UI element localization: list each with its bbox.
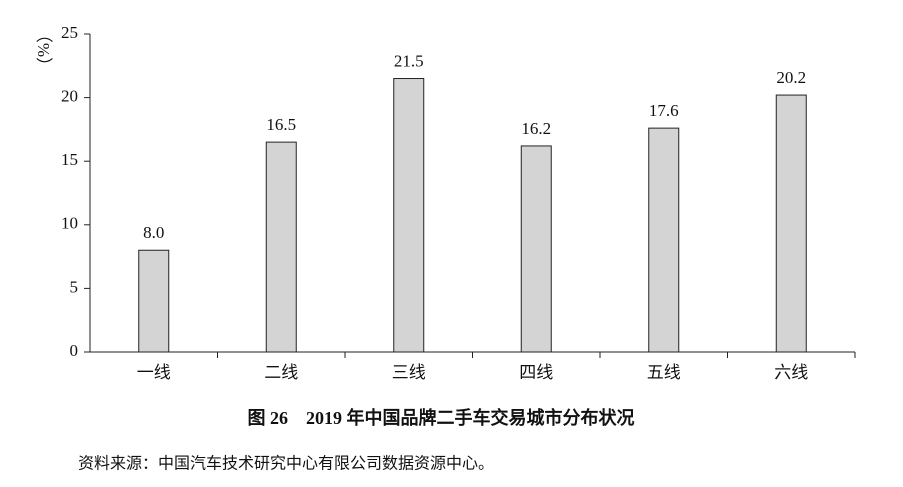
bar: [138, 249, 170, 353]
y-tick-label: 10: [61, 214, 78, 233]
x-tick-label: 二线: [264, 363, 298, 382]
x-tick-label: 六线: [774, 363, 808, 382]
y-tick-label: 0: [70, 341, 79, 360]
y-tick-label: 20: [61, 87, 78, 106]
y-tick-label: 15: [61, 150, 78, 169]
y-tick-label: 5: [70, 277, 79, 296]
bar: [393, 78, 425, 353]
bar: [265, 141, 297, 353]
source-note: 资料来源：中国汽车技术研究中心有限公司数据资源中心。: [78, 455, 494, 473]
y-tick-label: 25: [61, 23, 78, 42]
x-tick-label: 四线: [519, 363, 553, 382]
value-label: 16.5: [266, 115, 296, 134]
bar: [520, 145, 552, 353]
x-tick-label: 一线: [137, 363, 171, 382]
bar: [775, 94, 807, 353]
value-label: 20.2: [776, 68, 806, 87]
x-tick-label: 三线: [392, 363, 426, 382]
chart-title: 图 26 2019 年中国品牌二手车交易城市分布状况: [248, 407, 635, 428]
value-label: 16.2: [521, 119, 551, 138]
y-axis-label: （%）: [34, 26, 53, 74]
value-label: 8.0: [143, 223, 164, 242]
bar: [648, 127, 680, 353]
value-label: 21.5: [394, 51, 424, 70]
x-tick-label: 五线: [647, 363, 681, 382]
value-label: 17.6: [649, 101, 679, 120]
